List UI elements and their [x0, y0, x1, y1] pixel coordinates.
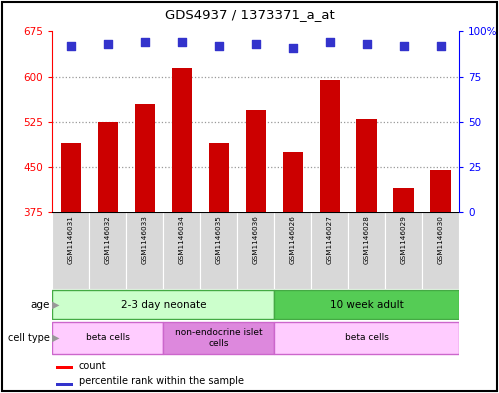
Text: ▶: ▶ — [52, 333, 59, 343]
Point — [289, 44, 297, 51]
Bar — [311, 212, 348, 289]
Point — [104, 41, 112, 47]
Point — [437, 43, 445, 49]
Bar — [172, 68, 192, 212]
Bar — [282, 152, 303, 212]
Bar — [52, 322, 163, 354]
Text: non-endocrine islet
cells: non-endocrine islet cells — [175, 328, 262, 348]
Point — [178, 39, 186, 46]
Text: GSM1146028: GSM1146028 — [364, 215, 370, 264]
Text: beta cells: beta cells — [86, 334, 130, 342]
Bar — [56, 366, 72, 369]
Bar — [56, 382, 72, 386]
Bar — [348, 212, 385, 289]
Bar — [135, 104, 155, 212]
Point — [326, 39, 334, 46]
Bar — [385, 212, 422, 289]
Point — [67, 43, 75, 49]
Point — [400, 43, 408, 49]
Text: GSM1146029: GSM1146029 — [401, 215, 407, 264]
Bar — [209, 143, 229, 212]
Text: cell type: cell type — [8, 333, 50, 343]
Text: GSM1146036: GSM1146036 — [252, 215, 259, 264]
Text: count: count — [79, 360, 106, 371]
Bar — [246, 110, 266, 212]
Bar — [98, 122, 118, 212]
Point — [251, 41, 259, 47]
Bar — [126, 212, 163, 289]
Bar — [163, 322, 274, 354]
Bar — [431, 170, 451, 212]
Text: beta cells: beta cells — [345, 334, 389, 342]
Text: GSM1146033: GSM1146033 — [142, 215, 148, 264]
Text: ▶: ▶ — [52, 299, 59, 310]
Bar — [89, 212, 126, 289]
Bar — [393, 188, 414, 212]
Bar — [61, 143, 81, 212]
Bar — [237, 212, 274, 289]
Text: GSM1146034: GSM1146034 — [179, 215, 185, 264]
Point — [215, 43, 223, 49]
Text: GSM1146027: GSM1146027 — [327, 215, 333, 264]
Text: age: age — [30, 299, 50, 310]
Bar — [356, 119, 377, 212]
Bar — [422, 212, 459, 289]
Bar — [52, 290, 274, 319]
Bar — [274, 212, 311, 289]
Text: GSM1146026: GSM1146026 — [290, 215, 296, 264]
Text: 10 week adult: 10 week adult — [330, 299, 404, 310]
Text: percentile rank within the sample: percentile rank within the sample — [79, 376, 244, 386]
Bar — [319, 80, 340, 212]
Bar — [274, 322, 459, 354]
Text: 2-3 day neonate: 2-3 day neonate — [121, 299, 206, 310]
Point — [363, 41, 371, 47]
Text: GSM1146030: GSM1146030 — [438, 215, 444, 264]
Bar — [163, 212, 200, 289]
Text: GSM1146032: GSM1146032 — [105, 215, 111, 264]
Bar — [52, 212, 89, 289]
Text: GSM1146035: GSM1146035 — [216, 215, 222, 264]
Bar — [200, 212, 237, 289]
Text: GSM1146031: GSM1146031 — [68, 215, 74, 264]
Bar — [274, 290, 459, 319]
Point — [141, 39, 149, 46]
Text: GDS4937 / 1373371_a_at: GDS4937 / 1373371_a_at — [165, 8, 334, 21]
